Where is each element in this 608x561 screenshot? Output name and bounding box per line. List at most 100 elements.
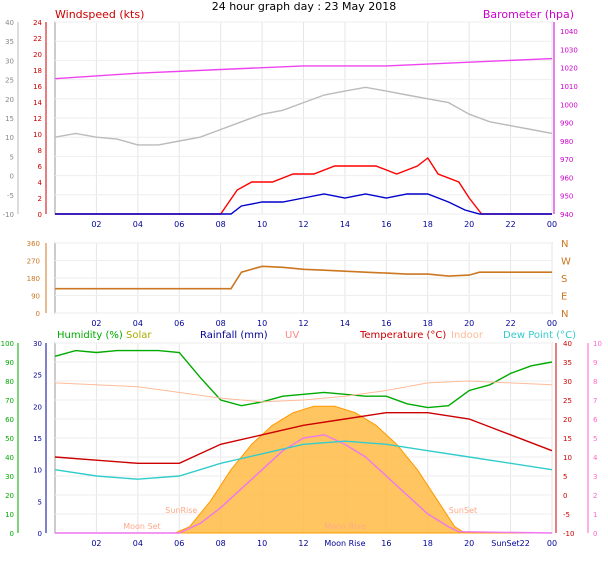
wind-inner-tick: 10 [33, 131, 42, 139]
temp-x-tick-label: 12 [298, 539, 308, 548]
wind-right-tick: 990 [560, 120, 573, 128]
temp-x-tick-label: 16 [381, 539, 391, 548]
wind-inner-tick: 24 [33, 19, 42, 27]
temp-outer-left-tick: 40 [5, 454, 14, 462]
wind-x-tick-label: 22 [505, 220, 515, 229]
wind-right-tick: 1000 [560, 101, 578, 109]
wind-x-tick-label: 02 [91, 220, 101, 229]
wind-left-axis-label: Windspeed (kts) [55, 8, 144, 21]
wind-right-tick: 970 [560, 156, 573, 164]
indoor-label: Indoor [451, 330, 484, 341]
wind-inner-tick: 8 [38, 147, 42, 155]
dir-tick: 180 [27, 275, 40, 283]
temp-right-tick: 0 [563, 492, 567, 500]
compass-label: W [561, 257, 571, 268]
dir-series-0 [55, 265, 552, 290]
wind-x-tick-label: 12 [298, 220, 308, 229]
wind-inner-tick: 14 [33, 99, 42, 107]
temp-right-tick: 15 [563, 435, 572, 443]
compass-label: S [561, 274, 567, 285]
temp-right-tick: -5 [563, 511, 570, 519]
temp-right-tick: 40 [563, 340, 572, 348]
temp-inner-left-tick: 0 [38, 530, 42, 538]
wind-inner-tick: 2 [38, 195, 42, 203]
dir-tick: 0 [36, 310, 40, 318]
wind-series-3 [54, 86, 553, 146]
direction-x-tick-label: 22 [505, 319, 515, 328]
direction-x-tick-label: 04 [133, 319, 143, 328]
wind-outer-tick: 0 [10, 173, 14, 181]
annotation-label: SunRise [165, 506, 197, 515]
temp-x-tick-label: 18 [423, 539, 433, 548]
wind-outer-tick: -5 [7, 192, 14, 200]
dir-tick: 90 [31, 293, 40, 301]
wind-outer-tick: 30 [5, 57, 14, 65]
temp-inner-left-tick: 15 [33, 435, 42, 443]
temp-x-tick-label: 20 [464, 539, 474, 548]
wind-x-tick-label: 08 [216, 220, 226, 229]
temp-outer-left-tick: 20 [5, 492, 14, 500]
wind-x-tick-label: 18 [423, 220, 433, 229]
temp-far-right-tick: 8 [593, 378, 597, 386]
wind-inner-tick: 4 [38, 179, 43, 187]
direction-x-tick-label: 02 [91, 319, 101, 328]
temp-far-right-tick: 0 [593, 530, 597, 538]
wind-right-tick: 950 [560, 193, 573, 201]
wind-x-tick-label: 04 [133, 220, 143, 229]
temp-far-right-tick: 7 [593, 397, 597, 405]
temp-outer-left-tick: 80 [5, 378, 14, 386]
temp-outer-left-tick: 30 [5, 473, 14, 481]
temp-far-right-tick: 6 [593, 416, 598, 424]
wind-inner-tick: 6 [38, 163, 43, 171]
temp-right-tick: 25 [563, 397, 572, 405]
temp-far-right-tick: 10 [593, 340, 602, 348]
temp-inner-left-tick: 5 [38, 498, 42, 506]
wind-series-0 [55, 156, 552, 215]
wind-outer-tick: 25 [5, 77, 14, 85]
temp-right-tick: 30 [563, 378, 572, 386]
temp-outer-left-tick: 50 [5, 435, 14, 443]
wind-inner-tick: 22 [33, 35, 42, 43]
wind-series-2 [54, 57, 553, 80]
temp-outer-left-tick: 90 [5, 359, 14, 367]
temp-x-tick-label: 10 [257, 539, 267, 548]
compass-label: N [561, 239, 568, 250]
temp-far-right-tick: 5 [593, 435, 597, 443]
wind-right-tick: 940 [560, 211, 573, 219]
temp-series-4 [54, 412, 553, 464]
annotation-label: Moon Set [123, 522, 160, 531]
temp-far-right-tick: 2 [593, 492, 597, 500]
wind-right-tick: 1010 [560, 83, 578, 91]
direction-x-tick-label: 20 [464, 319, 474, 328]
temp-x-tick-label: 08 [216, 539, 226, 548]
temp-far-right-tick: 4 [593, 454, 598, 462]
direction-x-tick-label: 18 [423, 319, 433, 328]
temp-series-1 [55, 434, 553, 534]
wind-outer-tick: 5 [10, 153, 14, 161]
wind-inner-tick: 18 [33, 67, 42, 75]
dew-point-label: Dew Point (°C) [503, 330, 576, 341]
wind-x-tick-label: 06 [174, 220, 184, 229]
wind-x-tick-label: 16 [381, 220, 391, 229]
wind-right-tick: 980 [560, 138, 573, 146]
temp-far-right-tick: 9 [593, 359, 597, 367]
wind-right-tick: 1020 [560, 65, 578, 73]
temp-x-tick-label: 06 [174, 539, 184, 548]
temp-inner-left-tick: 20 [33, 403, 42, 411]
humidity-label: Humidity (%) [57, 330, 123, 341]
wind-outer-tick: 20 [5, 96, 14, 104]
wind-right-tick: 1030 [560, 46, 578, 54]
direction-x-tick-label: 12 [298, 319, 308, 328]
temperature-label: Temperature (°C) [359, 330, 446, 341]
dir-tick: 360 [27, 240, 40, 248]
direction-x-tick-label: 14 [340, 319, 350, 328]
temp-outer-left-tick: 100 [1, 340, 14, 348]
wind-right-axis-label: Barometer (hpa) [483, 8, 574, 21]
wind-x-tick-label: 20 [464, 220, 474, 229]
direction-x-tick-label: 16 [381, 319, 391, 328]
wind-x-tick-label: 10 [257, 220, 267, 229]
wind-outer-tick: 40 [5, 19, 14, 27]
wind-outer-tick: 15 [5, 115, 14, 123]
temp-right-tick: 35 [563, 359, 572, 367]
solar-label: Solar [126, 330, 152, 341]
